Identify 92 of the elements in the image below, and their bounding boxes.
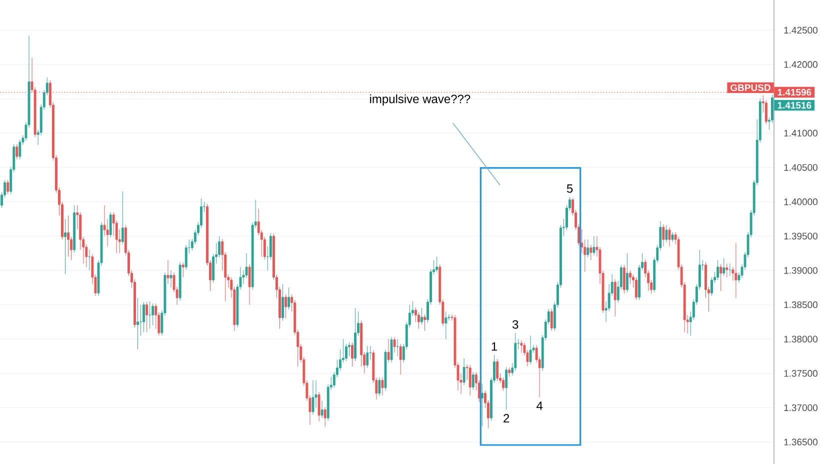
candlestick <box>720 264 722 292</box>
candlestick <box>18 139 22 160</box>
y-tick-label: 1.37000 <box>784 404 818 412</box>
candlestick <box>628 270 632 284</box>
candlestick <box>444 311 448 340</box>
candlestick <box>520 340 523 354</box>
annotation: GBPUSD <box>730 84 770 92</box>
annotation: impulsive wave??? <box>370 94 470 106</box>
candlestick <box>550 308 553 332</box>
candlestick <box>354 308 356 362</box>
candlestick <box>716 260 720 280</box>
y-tick-label: 1.37500 <box>784 370 818 377</box>
candlestick <box>496 358 498 382</box>
candlestick <box>424 314 426 332</box>
text: 1.41516 <box>778 102 812 109</box>
candlestick <box>166 260 170 284</box>
candlestick <box>396 338 399 356</box>
candlestick <box>320 400 324 418</box>
candlestick <box>284 294 288 319</box>
candlestick <box>121 191 124 245</box>
candlestick <box>668 226 671 247</box>
y-tick-label: 1.36500 <box>784 438 818 446</box>
candlestick <box>614 279 616 317</box>
candlestick <box>148 301 152 330</box>
candlestick <box>6 180 10 194</box>
candlestick <box>67 215 70 257</box>
candlestick <box>635 277 638 300</box>
candlestick <box>182 262 184 278</box>
candlestick <box>734 242 738 298</box>
candlestick <box>288 287 290 310</box>
candlestick <box>282 284 284 321</box>
candlestick <box>366 346 369 368</box>
candlestick <box>384 349 387 391</box>
candlestick <box>468 364 472 396</box>
candlestick <box>529 335 532 365</box>
candlestick <box>665 224 668 243</box>
candlestick <box>462 358 466 386</box>
candlestick <box>436 256 438 273</box>
candlestick <box>378 377 381 396</box>
candlestick <box>393 336 396 354</box>
candlestick <box>590 244 592 260</box>
candlestick <box>420 308 423 325</box>
candlestick <box>64 218 66 274</box>
y-tick-label: 1.39500 <box>784 232 818 240</box>
candlestick <box>88 250 91 271</box>
annotation: 4 <box>536 402 543 410</box>
y-tick-label: 1.40500 <box>784 164 818 171</box>
candlestick <box>480 383 484 426</box>
candlestick <box>728 263 732 276</box>
candlestick <box>502 377 505 391</box>
candlestick <box>764 100 768 124</box>
candlestick <box>312 380 314 415</box>
candlestick <box>399 344 402 376</box>
y-tick-label: 1.38000 <box>784 336 818 342</box>
candlestick <box>390 336 393 363</box>
ref-line-label: 1.41596 <box>778 88 812 96</box>
candlestick <box>626 253 628 293</box>
candlestick <box>170 270 172 288</box>
y-tick-label: 1.40000 <box>784 198 818 206</box>
candlestick <box>622 264 626 294</box>
candlestick <box>505 366 508 410</box>
annotation: 1 <box>492 342 498 351</box>
candlestick <box>142 302 146 332</box>
candlestick <box>592 236 596 256</box>
candlestick <box>671 232 674 243</box>
y-tick-label: 1.39000 <box>784 267 818 274</box>
candlestick <box>387 338 390 363</box>
annotation: 5 <box>566 184 573 193</box>
candlestick <box>722 258 726 276</box>
candlestick <box>178 262 182 301</box>
candlestick <box>136 298 139 350</box>
candlestick <box>318 392 320 422</box>
candlestick <box>472 372 474 390</box>
y-tick-label: 1.42000 <box>784 61 818 68</box>
candlestick <box>73 204 76 253</box>
candlestick <box>146 302 148 332</box>
y-tick-label: 1.41000 <box>784 130 818 137</box>
candlestick <box>351 342 354 367</box>
candlestick <box>662 224 665 247</box>
candlestick <box>586 239 590 258</box>
candlestick <box>16 144 18 160</box>
candlestick <box>324 406 326 428</box>
candlestick <box>726 263 728 278</box>
candlestick <box>109 212 112 238</box>
annotation: 2 <box>504 414 510 422</box>
y-tick-label: 1.42500 <box>784 26 818 34</box>
candlestick <box>381 377 384 396</box>
candlestick <box>248 264 251 306</box>
candlestick <box>152 303 154 326</box>
candlestick <box>508 366 511 378</box>
y-tick-label: 1.38500 <box>784 301 818 308</box>
annotation: 3 <box>512 320 518 329</box>
